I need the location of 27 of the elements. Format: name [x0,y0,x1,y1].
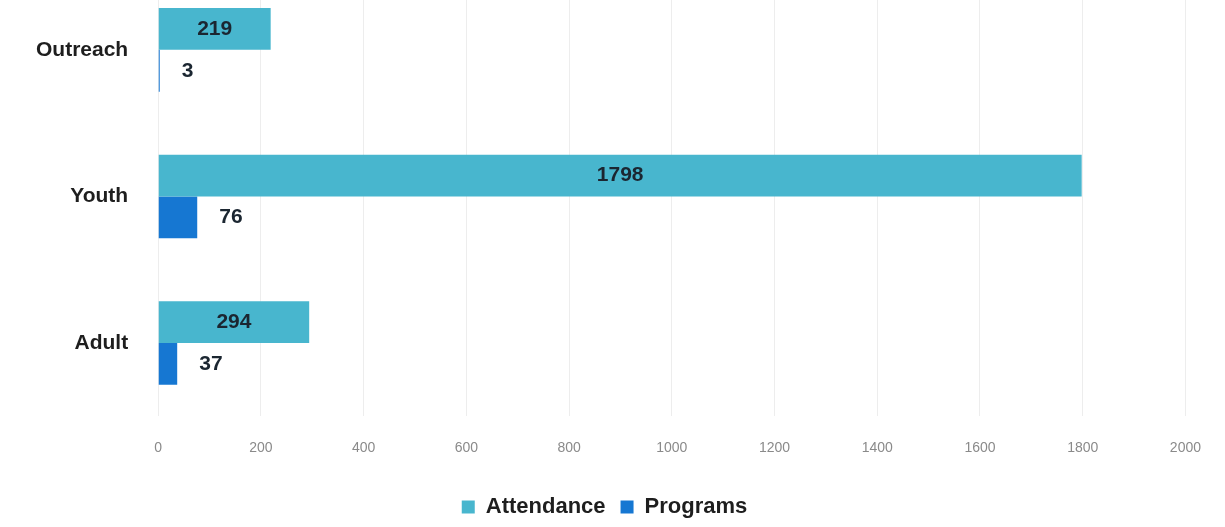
x-tick-label: 0 [154,439,163,456]
legend-label: Attendance [485,493,606,519]
data-label: 76 [219,204,243,228]
bar [158,196,198,239]
y-tick-label: Outreach [35,36,129,60]
x-tick-label: 1600 [964,439,996,456]
bar [158,301,310,343]
data-label: 37 [199,350,223,374]
y-tick-label: Adult [74,329,129,353]
x-tick-label: 600 [454,439,479,456]
legend-label: Programs [644,493,748,519]
data-label: 1798 [596,162,644,186]
x-tick-label: 400 [351,439,376,456]
bar [158,154,1082,197]
bar [158,8,271,50]
data-label: 3 [181,57,194,81]
data-label: 219 [197,15,233,39]
x-tick-label: 200 [249,439,273,456]
x-tick-label: 1000 [656,439,688,456]
data-label: 294 [216,308,252,332]
x-tick-label: 1200 [758,439,791,456]
x-tick-label: 800 [557,439,581,456]
y-tick-label: Youth [70,183,129,207]
x-tick-label: 1400 [861,439,894,456]
x-tick-label: 2000 [1169,439,1202,456]
bar [158,342,178,385]
x-tick-label: 1800 [1067,439,1099,456]
